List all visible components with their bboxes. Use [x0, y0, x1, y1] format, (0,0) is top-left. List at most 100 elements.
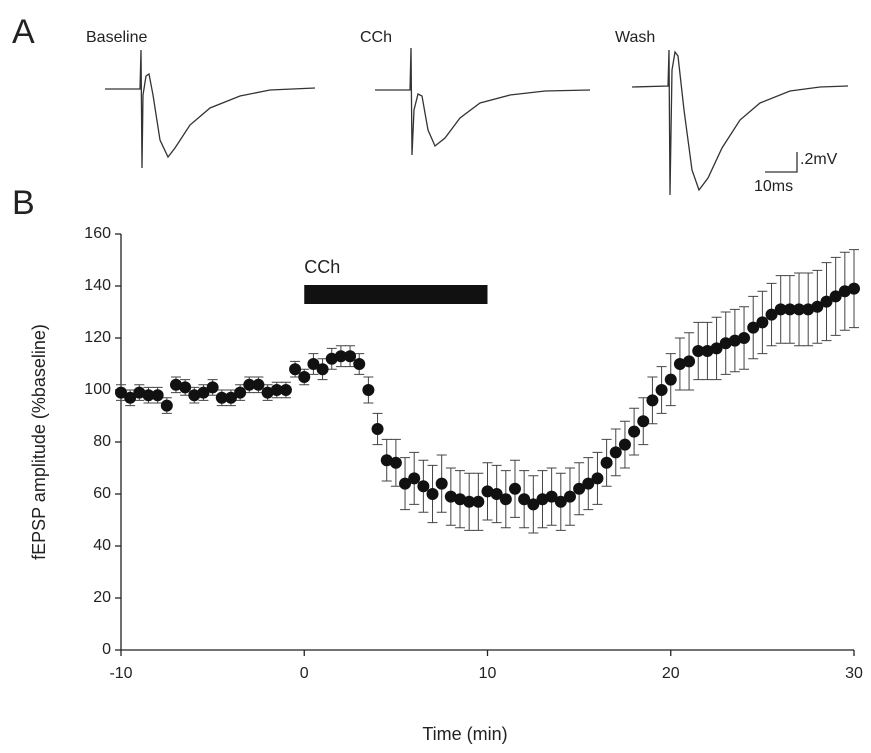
marker — [499, 493, 512, 506]
marker — [573, 482, 586, 495]
marker — [426, 488, 439, 500]
marker — [563, 490, 576, 503]
trace — [375, 47, 591, 156]
marker — [115, 386, 127, 399]
marker — [133, 386, 146, 399]
marker — [206, 381, 219, 394]
y-axis-label: fEPSP amplitude (%baseline) — [29, 324, 49, 560]
marker — [243, 378, 256, 391]
marker — [518, 493, 531, 506]
marker — [545, 490, 558, 503]
marker — [719, 337, 732, 350]
y-tick-label: 120 — [84, 329, 111, 346]
marker — [353, 358, 366, 370]
marker — [664, 373, 677, 386]
marker — [701, 345, 714, 357]
x-tick-label: 0 — [300, 665, 309, 682]
marker — [261, 386, 274, 399]
marker — [848, 282, 860, 295]
marker — [252, 378, 265, 391]
marker — [160, 399, 173, 412]
marker — [316, 363, 329, 376]
marker — [325, 352, 338, 365]
y-tick-label: 100 — [84, 381, 111, 398]
marker — [215, 391, 228, 404]
marker — [279, 384, 292, 396]
marker — [508, 482, 521, 495]
marker — [408, 472, 421, 485]
x-tick-label: 20 — [662, 665, 680, 682]
x-tick-label: -10 — [109, 665, 132, 682]
marker — [554, 495, 567, 508]
marker — [454, 493, 467, 506]
marker — [334, 350, 347, 363]
annotation: CCh — [304, 257, 340, 277]
marker — [270, 384, 283, 396]
drug-bar — [304, 285, 488, 304]
marker — [435, 477, 448, 490]
marker — [829, 290, 842, 303]
marker — [179, 381, 192, 394]
marker — [536, 493, 549, 506]
marker — [783, 303, 796, 316]
marker — [362, 384, 375, 396]
marker — [738, 332, 751, 344]
marker — [673, 358, 686, 370]
marker — [527, 498, 540, 511]
trace-label: Wash — [615, 29, 655, 46]
marker — [298, 371, 311, 383]
marker — [710, 342, 723, 355]
trace-label: CCh — [360, 29, 392, 46]
marker — [692, 345, 705, 357]
marker — [600, 456, 613, 469]
marker — [472, 495, 485, 508]
marker — [637, 415, 650, 428]
marker — [169, 378, 182, 391]
marker — [188, 389, 201, 402]
marker — [142, 389, 155, 402]
y-tick-label: 0 — [102, 641, 111, 658]
y-tick-label: 20 — [93, 589, 111, 606]
y-tick-label: 140 — [84, 277, 111, 294]
y-tick-label: 60 — [93, 485, 111, 502]
marker — [838, 285, 851, 298]
y-tick-label: 80 — [93, 433, 111, 450]
marker — [380, 454, 393, 467]
y-tick-label: 160 — [84, 225, 111, 242]
marker — [728, 334, 741, 347]
marker — [417, 480, 430, 493]
marker — [124, 391, 137, 404]
marker — [793, 303, 806, 316]
panel-label: A — [12, 13, 35, 51]
trace — [631, 49, 849, 196]
marker — [802, 303, 815, 316]
marker — [344, 350, 357, 363]
marker — [224, 391, 237, 404]
y-tick-label: 40 — [93, 537, 111, 554]
marker — [756, 316, 769, 329]
marker — [289, 363, 302, 376]
marker — [307, 358, 320, 370]
scale-bar — [765, 152, 798, 173]
marker — [463, 495, 476, 508]
marker — [399, 477, 412, 490]
marker — [811, 300, 824, 313]
marker — [765, 308, 778, 321]
marker — [820, 295, 833, 308]
scale-label: 10ms — [754, 178, 793, 195]
marker — [444, 490, 457, 503]
marker — [646, 394, 659, 407]
marker — [747, 321, 760, 334]
marker — [591, 472, 604, 485]
x-axis-label: Time (min) — [422, 724, 507, 744]
marker — [490, 488, 503, 500]
trace-label: Baseline — [86, 29, 147, 46]
marker — [197, 386, 210, 399]
marker — [683, 355, 696, 368]
x-tick-label: 30 — [845, 665, 863, 682]
marker — [371, 423, 384, 435]
marker — [774, 303, 787, 316]
marker — [389, 456, 402, 469]
marker — [151, 389, 164, 402]
